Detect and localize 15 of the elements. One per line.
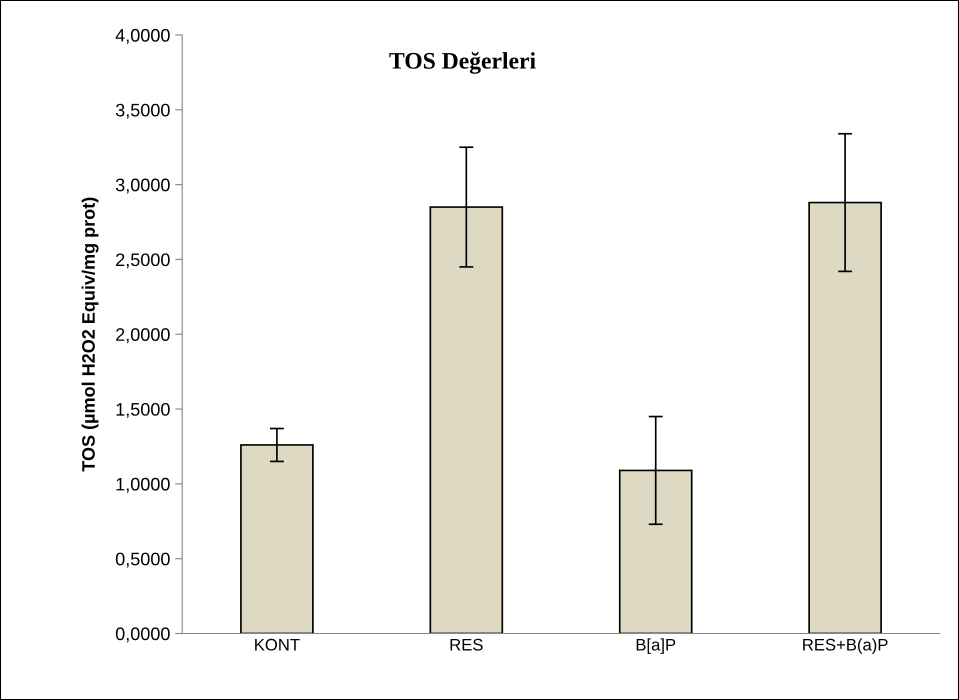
x-tick-label: KONT <box>255 638 300 651</box>
y-tick-label: 2,0000 <box>116 328 170 344</box>
x-tick-label: RES+B(a)P <box>803 638 888 654</box>
text: TOS Değerleri <box>389 52 536 74</box>
y-tick-label: 3,0000 <box>116 178 170 194</box>
y-tick-label: 1,0000 <box>116 478 170 493</box>
y-tick-label: 1,5000 <box>116 402 170 418</box>
y-axis-title: TOS (µmol H2O2 Equiv/mg prot) <box>82 198 99 472</box>
y-tick-label: 3,5000 <box>116 104 170 119</box>
x-tick-label: RES <box>450 638 483 651</box>
y-tick-label: 4,0000 <box>116 28 170 44</box>
y-tick-label: 0,0000 <box>116 627 170 642</box>
x-tick-label: B[a]P <box>636 638 676 654</box>
y-tick-label: 0,5000 <box>116 552 170 568</box>
y-tick-label: 2,5000 <box>116 253 170 268</box>
